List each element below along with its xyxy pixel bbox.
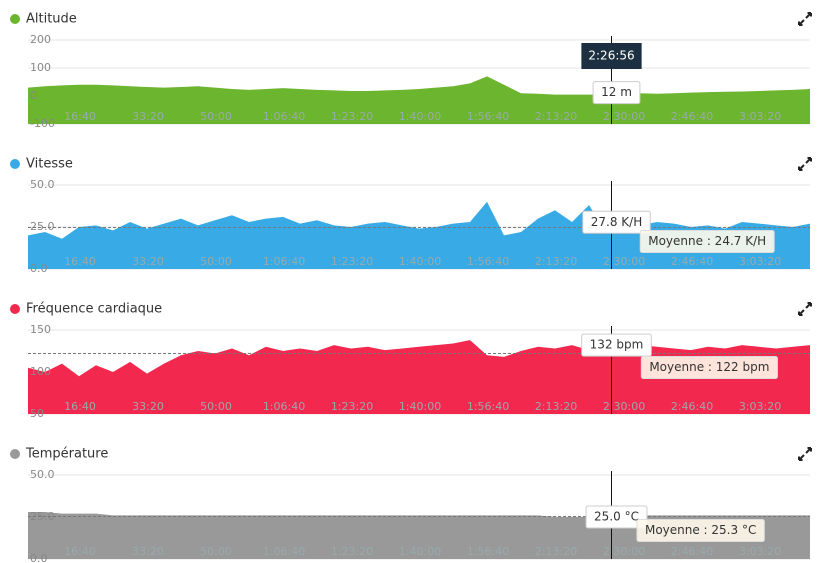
chart-title: Altitude — [26, 12, 77, 27]
x-tick-label: 33:20 — [132, 545, 164, 558]
x-tick-label: 1:56:40 — [467, 400, 509, 413]
x-tick-label: 3:03:20 — [739, 545, 781, 558]
y-tick-label: 0.0 — [30, 262, 48, 275]
x-tick-label: 1:56:40 — [467, 110, 509, 123]
tooltip-box — [582, 210, 651, 234]
area — [28, 340, 810, 414]
x-tick-label: 2:13:20 — [535, 110, 577, 123]
tooltip-box — [640, 356, 778, 380]
x-tick-label: 1:40:00 — [399, 400, 441, 413]
area — [28, 201, 810, 269]
x-tick-label: 2:46:40 — [671, 110, 713, 123]
tooltip-box — [592, 81, 641, 105]
x-tick-label: 2:30:00 — [603, 110, 645, 123]
y-tick-label: 50 — [30, 407, 44, 420]
tooltip-box — [581, 333, 652, 357]
x-tick-label: 16:40 — [64, 255, 96, 268]
y-tick-label: 50.0 — [30, 178, 55, 191]
chart-panel: Fréquence cardiaque 50 100 150 16:40 33:20 50:… — [10, 302, 812, 420]
x-tick-label: 16:40 — [64, 545, 96, 558]
x-tick-label: 33:20 — [132, 400, 164, 413]
x-tick-label: 33:20 — [132, 255, 164, 268]
tooltip-text: Moyenne : 25.3 °C — [645, 523, 756, 537]
tooltip-text: 27.8 K/H — [591, 215, 642, 229]
x-tick-label: 2:13:20 — [535, 400, 577, 413]
x-tick-label: 3:03:20 — [739, 110, 781, 123]
tooltip-text: 25.0 °C — [594, 510, 639, 524]
tooltip-text: 12 m — [601, 85, 632, 99]
x-tick-label: 1:23:20 — [331, 110, 373, 123]
x-tick-label: 2:46:40 — [671, 545, 713, 558]
x-tick-label: 1:06:40 — [263, 400, 305, 413]
x-tick-label: 2:30:00 — [603, 255, 645, 268]
chart-title: Fréquence cardiaque — [26, 302, 162, 317]
x-tick-label: 33:20 — [132, 110, 164, 123]
y-tick-label: -100 — [30, 117, 55, 130]
x-tick-label: 50:00 — [200, 255, 232, 268]
y-tick-label: 200 — [30, 33, 51, 46]
tooltip-text: Moyenne : 24.7 K/H — [648, 234, 766, 248]
legend-dot — [10, 449, 20, 459]
x-tick-label: 1:06:40 — [263, 110, 305, 123]
y-tick-label: 25.0 — [30, 220, 55, 233]
tooltip-box — [585, 505, 648, 529]
x-tick-label: 1:06:40 — [263, 255, 305, 268]
x-tick-label: 1:06:40 — [263, 545, 305, 558]
x-tick-label: 50:00 — [200, 400, 232, 413]
x-tick-label: 1:23:20 — [331, 400, 373, 413]
x-tick-label: 3:03:20 — [739, 400, 781, 413]
x-tick-label: 1:56:40 — [467, 545, 509, 558]
x-tick-label: 1:40:00 — [399, 110, 441, 123]
expand-icon[interactable] — [798, 12, 812, 26]
chart-panel: Vitesse 0.0 25.0 50.0 16:40 33:20 50:00 1:06:40… — [10, 157, 812, 275]
x-tick-label: 3:03:20 — [739, 255, 781, 268]
x-tick-label: 2:46:40 — [671, 255, 713, 268]
tooltip-box — [639, 230, 775, 254]
legend-dot — [10, 304, 20, 314]
legend-dot — [10, 159, 20, 169]
x-tick-label: 2:46:40 — [671, 400, 713, 413]
cursor-time: 2:26:56 — [588, 49, 634, 63]
area — [28, 76, 810, 124]
expand-glyph — [798, 12, 812, 26]
x-tick-label: 50:00 — [200, 545, 232, 558]
chart-title: Température — [25, 447, 108, 462]
x-tick-label: 50:00 — [200, 110, 232, 123]
y-tick-label: 0 — [30, 89, 37, 102]
x-tick-label: 2:30:00 — [603, 400, 645, 413]
x-tick-label: 2:30:00 — [603, 545, 645, 558]
y-tick-label: 150 — [30, 323, 51, 336]
legend-dot — [10, 14, 20, 24]
cursor-time-box — [581, 43, 642, 69]
expand-icon[interactable] — [798, 157, 812, 171]
x-tick-label: 1:23:20 — [331, 545, 373, 558]
chart-panel: Altitude -100 0 100 200 16:40 33:20 50:00 1:06:4… — [10, 12, 812, 130]
x-tick-label: 16:40 — [64, 110, 96, 123]
x-tick-label: 1:23:20 — [331, 255, 373, 268]
tooltip-box — [636, 518, 765, 542]
y-tick-label: 0.0 — [30, 552, 48, 563]
x-tick-label: 2:13:20 — [535, 255, 577, 268]
expand-icon[interactable] — [798, 302, 812, 316]
tooltip-text: Moyenne : 122 bpm — [649, 360, 769, 374]
expand-glyph — [798, 447, 812, 461]
y-tick-label: 100 — [30, 61, 51, 74]
y-tick-label: 100 — [30, 365, 51, 378]
y-tick-label: 25.0 — [30, 510, 55, 523]
x-tick-label: 1:40:00 — [399, 545, 441, 558]
expand-icon[interactable] — [798, 447, 812, 461]
x-tick-label: 16:40 — [64, 400, 96, 413]
expand-glyph — [798, 302, 812, 316]
expand-glyph — [798, 157, 812, 171]
chart-panel: Température 0.0 25.0 50.0 16:40 33:20 50:00 1:0… — [10, 447, 812, 563]
x-tick-label: 2:13:20 — [535, 545, 577, 558]
y-tick-label: 50.0 — [30, 468, 55, 481]
x-tick-label: 1:40:00 — [399, 255, 441, 268]
chart-title: Vitesse — [26, 157, 73, 172]
tooltip-text: 132 bpm — [590, 338, 644, 352]
x-tick-label: 1:56:40 — [467, 255, 509, 268]
